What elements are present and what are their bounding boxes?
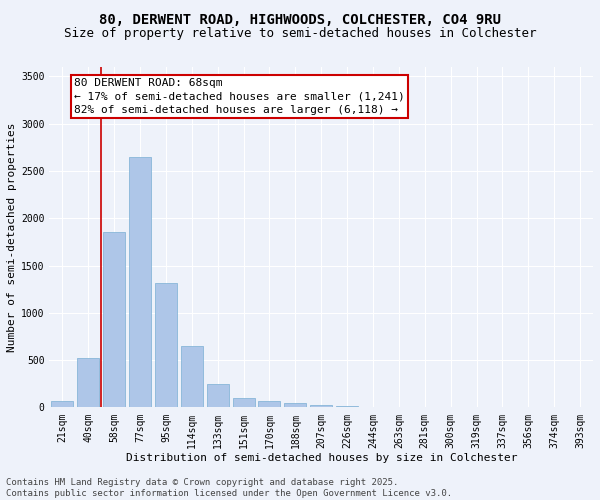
Bar (362, 406, 384, 408)
Bar (129, 157, 151, 407)
Bar (310, 404, 332, 407)
Text: 80 DERWENT ROAD: 68sqm
← 17% of semi-detached houses are smaller (1,241)
82% of : 80 DERWENT ROAD: 68sqm ← 17% of semi-det… (74, 78, 405, 114)
Y-axis label: Number of semi-detached properties: Number of semi-detached properties (7, 122, 17, 352)
Bar (181, 346, 203, 408)
Bar (207, 384, 229, 407)
Text: Contains HM Land Registry data © Crown copyright and database right 2025.
Contai: Contains HM Land Registry data © Crown c… (6, 478, 452, 498)
Bar (155, 282, 177, 408)
Bar (284, 403, 307, 407)
Bar (103, 232, 125, 408)
Bar (336, 406, 358, 407)
Bar (233, 398, 254, 407)
Text: 80, DERWENT ROAD, HIGHWOODS, COLCHESTER, CO4 9RU: 80, DERWENT ROAD, HIGHWOODS, COLCHESTER,… (99, 12, 501, 26)
Bar (77, 358, 100, 408)
Text: Size of property relative to semi-detached houses in Colchester: Size of property relative to semi-detach… (64, 28, 536, 40)
X-axis label: Distribution of semi-detached houses by size in Colchester: Distribution of semi-detached houses by … (125, 453, 517, 463)
Bar (259, 401, 280, 407)
Bar (52, 401, 73, 407)
